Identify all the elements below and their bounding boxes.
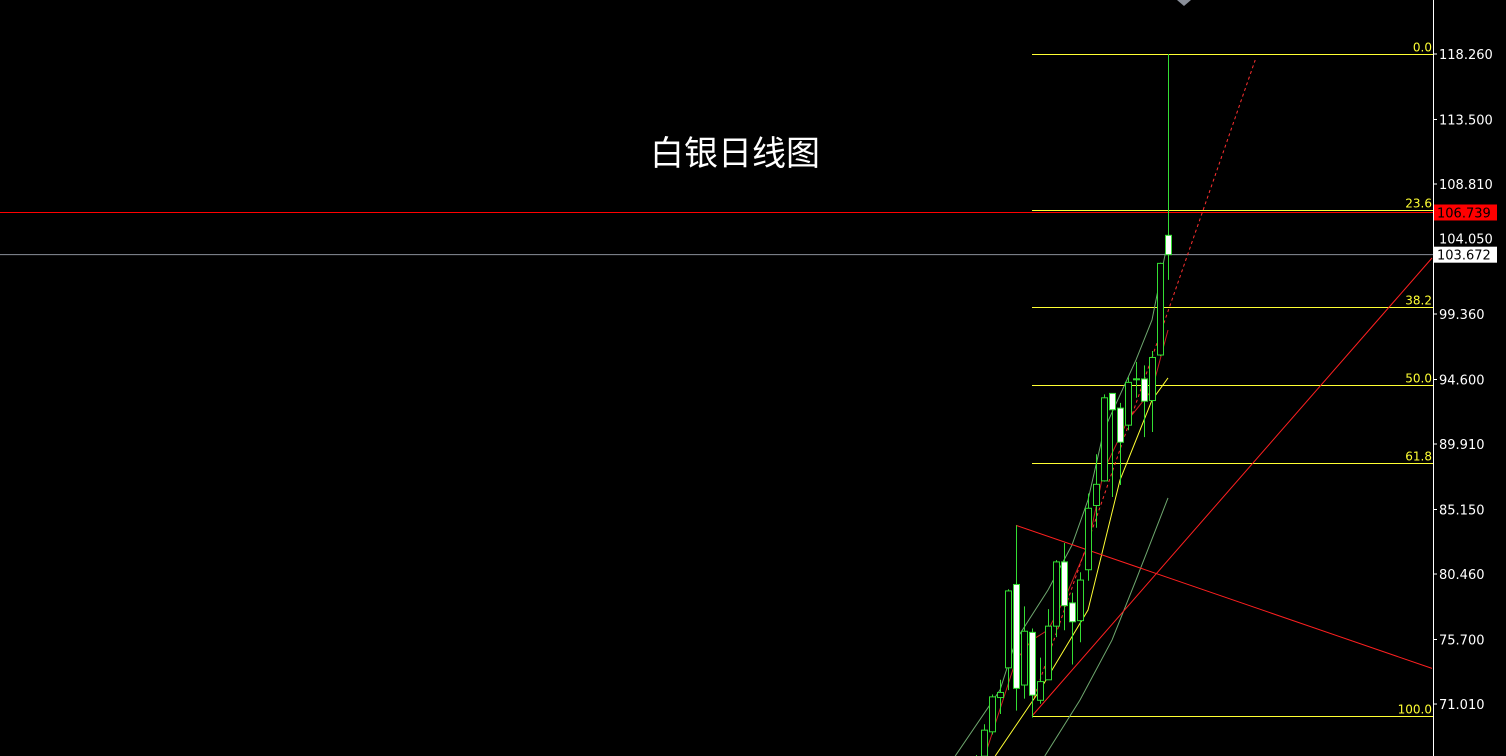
fib-level-label: 61.8 — [1405, 450, 1432, 464]
candle-bear — [1013, 583, 1020, 689]
candle-bull — [989, 696, 996, 733]
candle-bear — [1029, 631, 1036, 696]
fib-level-label: 38.2 — [1405, 294, 1432, 308]
current-price-label-bg — [1434, 246, 1497, 263]
candle-bull — [1085, 507, 1092, 571]
price-axis-label: 85.150 — [1439, 503, 1485, 518]
moving-average-line — [984, 329, 1169, 756]
candle-bear — [1109, 392, 1116, 411]
candle-bull — [1005, 590, 1012, 669]
price-axis-label: 99.360 — [1439, 308, 1485, 323]
candle-bull — [1125, 381, 1132, 426]
current-price-label-bg — [1434, 204, 1497, 221]
candle-bull — [1101, 397, 1108, 482]
candle-bull — [981, 729, 988, 756]
candle-bull — [1045, 625, 1052, 681]
candle-bear — [1069, 602, 1076, 623]
trend-line — [1031, 257, 1433, 717]
plot-area — [0, 54, 1433, 756]
candle-bear — [1141, 378, 1148, 402]
fib-level-label: 0.0 — [1413, 41, 1432, 55]
fib-level-label: 50.0 — [1405, 372, 1432, 386]
moving-average-line — [994, 377, 1169, 756]
price-axis-label: 113.500 — [1439, 113, 1493, 128]
candle-bear — [1061, 561, 1068, 607]
candle-bull — [1037, 681, 1044, 701]
price-axis-label: 108.810 — [1439, 178, 1493, 193]
candle-bull — [1133, 378, 1140, 381]
moving-average-line — [954, 239, 1169, 756]
candle-bull — [1021, 630, 1028, 686]
price-axis-label: 89.910 — [1439, 438, 1485, 453]
candle-bull — [1149, 356, 1156, 402]
candle-bear — [1117, 407, 1124, 443]
fib-level-label: 100.0 — [1398, 703, 1432, 717]
price-axis-label: 80.460 — [1439, 568, 1485, 583]
current-price-label: 103.672 — [1437, 249, 1491, 264]
price-axis-label: 118.260 — [1439, 48, 1493, 63]
price-axis-label: 75.700 — [1439, 633, 1485, 648]
price-axis-label: 71.010 — [1439, 698, 1485, 713]
fib-level-label: 23.6 — [1405, 197, 1432, 211]
candle-bear — [1165, 234, 1172, 256]
candle-bull — [1093, 483, 1100, 507]
moving-average-line — [1044, 497, 1169, 756]
candle-bull — [1077, 579, 1084, 622]
price-axis-label: 94.600 — [1439, 373, 1485, 388]
price-axis-label: 104.050 — [1439, 233, 1493, 248]
current-price-label: 106.739 — [1437, 206, 1491, 221]
candle-bull — [1157, 262, 1164, 356]
candle-bull — [997, 691, 1004, 699]
scroll-marker-icon — [1177, 0, 1191, 6]
chart-title: 白银日线图 — [650, 134, 820, 174]
candle-bull — [1053, 561, 1060, 627]
